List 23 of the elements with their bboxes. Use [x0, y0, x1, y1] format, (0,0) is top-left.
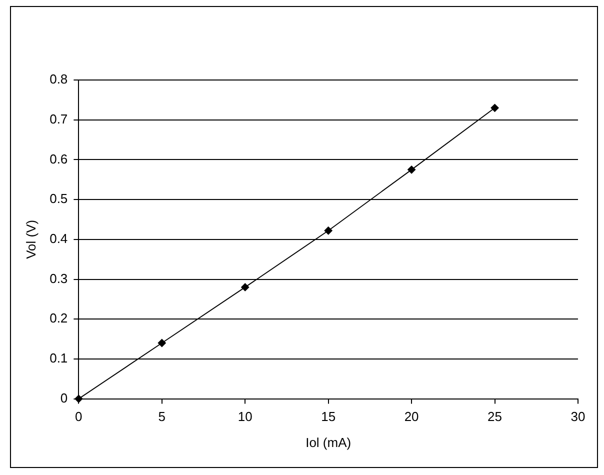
y-tick-label: 0.4: [50, 230, 68, 246]
y-tick-label: 0: [60, 390, 68, 406]
y-tick-label: 0.6: [50, 151, 68, 166]
x-tick-label: 30: [570, 409, 586, 424]
point: [408, 166, 416, 174]
x-tick-label: 5: [158, 409, 166, 424]
x-tick-label: 20: [404, 409, 419, 424]
x-axis-title: Iol (mA): [306, 434, 352, 450]
y-tick-label: 0.1: [50, 350, 68, 366]
point: [490, 104, 499, 112]
y-tick-label: 0.3: [50, 270, 68, 286]
y-tick-label: 0.7: [50, 111, 68, 126]
x-tick-label: 25: [488, 409, 502, 424]
point: [241, 283, 250, 292]
point: [324, 226, 332, 235]
point: [158, 339, 166, 348]
x-tick-label: 15: [321, 409, 336, 424]
y-axis-title: Vol (V): [23, 220, 38, 259]
x-tick-label: 10: [238, 409, 252, 424]
y-tick-label: 0.2: [50, 310, 68, 326]
x-tick-label: 0: [75, 409, 82, 424]
y-tick-label: 0.8: [50, 72, 68, 87]
y-tick-label: 0.5: [50, 191, 68, 206]
